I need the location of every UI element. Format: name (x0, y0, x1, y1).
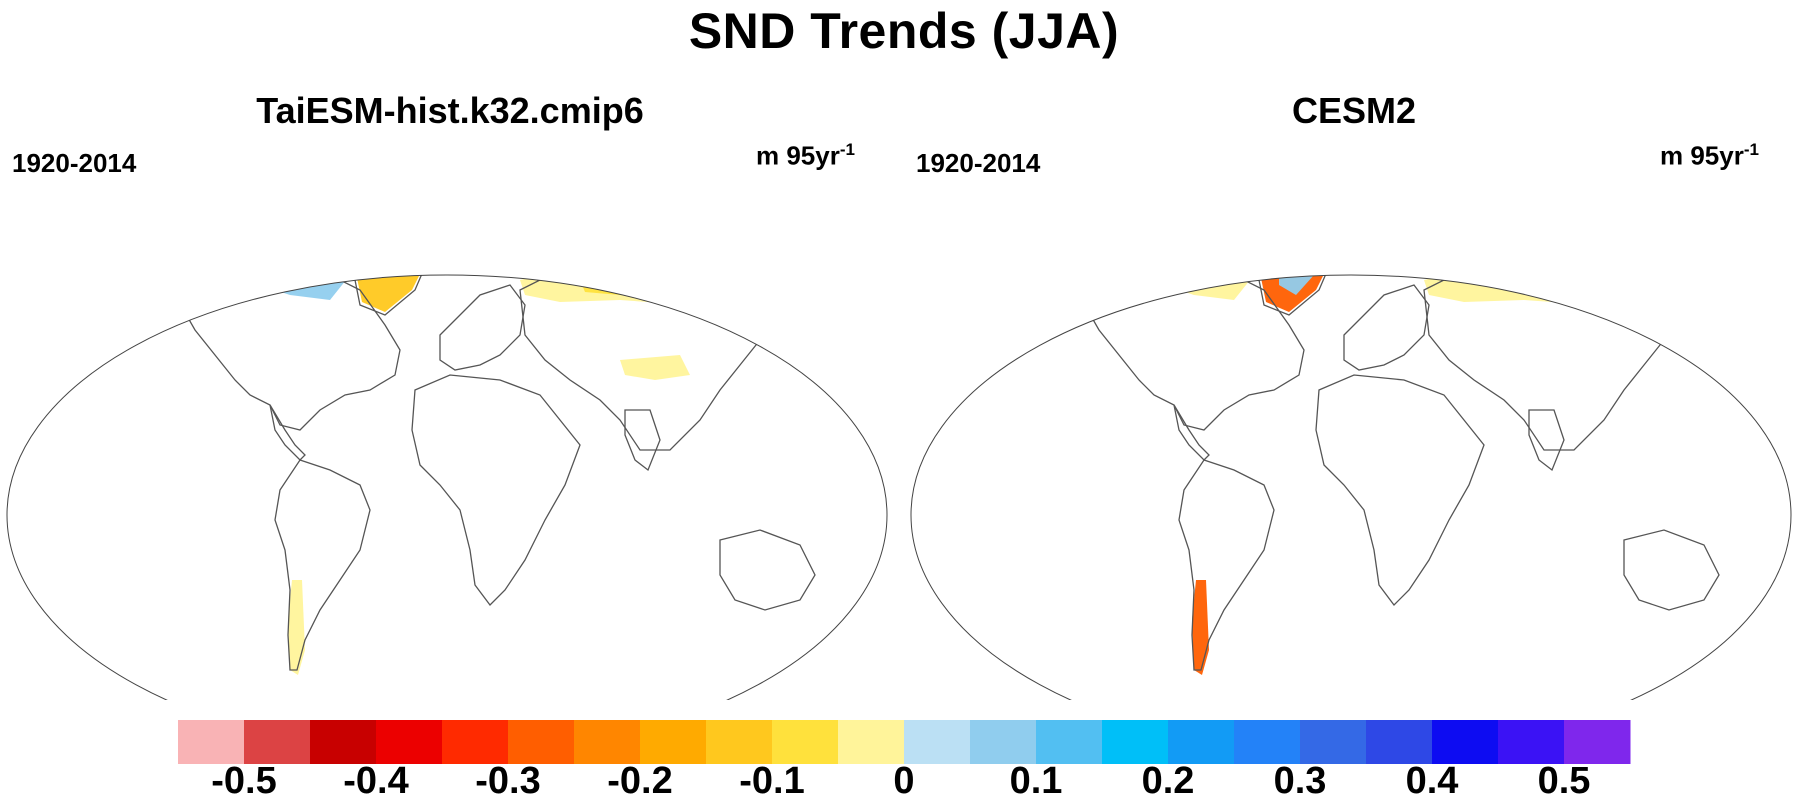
map-panel-taiesm: TaiESM-hist.k32.cmip6 1920-2014 m 95yr-1 (0, 90, 904, 700)
map-outline (910, 274, 1792, 700)
snow-patch-siberia-core (580, 276, 660, 295)
colorbar-swatch (376, 720, 443, 764)
colorbar-swatch (1102, 720, 1169, 764)
colorbar-tick-label: 0.1 (1009, 760, 1063, 802)
panel-title: CESM2 (1291, 90, 1417, 131)
colorbar-swatch (310, 720, 377, 764)
snow-patch-andes (288, 580, 305, 675)
colorbar-tick-label: 0.5 (1537, 760, 1591, 802)
colorbar-tick-label: 0 (893, 760, 915, 802)
colorbar-tick-label: -0.1 (739, 760, 805, 802)
colorbar-swatch (640, 720, 707, 764)
panel-period: 1920-2014 (916, 148, 1041, 178)
colorbar-swatch (1168, 720, 1235, 764)
snow-patch-siberia-blue (1504, 275, 1574, 288)
colorbar-tick-label: -0.2 (607, 760, 673, 802)
coastlines (173, 275, 816, 671)
panel-units: m 95yr-1 (1660, 140, 1759, 171)
colorbar-swatch (904, 720, 971, 764)
snow-trend-patches (1064, 242, 1649, 675)
snow-patch-canada-islands (1154, 242, 1234, 265)
map-panel-cesm2: CESM2 1920-2014 m 95yr-1 (904, 90, 1808, 700)
colorbar-swatch (1432, 720, 1499, 764)
snow-patch-alaska (1064, 275, 1134, 305)
snow-patch-alaska (160, 275, 230, 305)
colorbar-tick-label: 0.3 (1273, 760, 1327, 802)
colorbar-swatch (1498, 720, 1565, 764)
colorbar-swatch (1234, 720, 1301, 764)
colorbar-swatch (442, 720, 509, 764)
coastlines (1077, 275, 1720, 671)
colorbar-swatch (772, 720, 839, 764)
colorbar-tick-label: -0.4 (343, 760, 409, 802)
snow-patch-andes (1192, 580, 1209, 675)
colorbar-swatch (1366, 720, 1433, 764)
colorbar-swatch (1300, 720, 1367, 764)
colorbar-swatch (244, 720, 311, 764)
colorbar-swatch (838, 720, 905, 764)
snow-trend-patches (160, 240, 745, 675)
colorbar-tick-label: 0.2 (1141, 760, 1195, 802)
colorbar-swatch (178, 720, 245, 764)
colorbar-swatch (706, 720, 773, 764)
colorbar-swatch (1036, 720, 1103, 764)
panel-period: 1920-2014 (12, 148, 137, 178)
colorbar-swatch (1564, 720, 1631, 764)
colorbar-labels: -0.5 -0.4 -0.3 -0.2 -0.1 0 0.1 0.2 0.3 0.4 0.5 (0, 760, 1808, 803)
snow-patch-greenland-edge (352, 240, 422, 260)
map-outline (6, 274, 888, 700)
panel-title: TaiESM-hist.k32.cmip6 (256, 90, 644, 131)
colorbar-tick-label: 0.4 (1405, 760, 1459, 802)
colorbar-swatch (508, 720, 575, 764)
snow-patch-canada-arctic (1154, 275, 1254, 300)
snow-patch-tibet (620, 355, 690, 380)
panel-units: m 95yr-1 (756, 140, 855, 171)
colorbar-swatch (970, 720, 1037, 764)
map-taiesm (6, 240, 888, 700)
map-cesm2 (910, 242, 1792, 700)
colorbar (178, 720, 1631, 764)
colorbar-tick-label: -0.5 (211, 760, 277, 802)
snow-patch-canada-arctic (250, 275, 350, 300)
snow-patch-greenland-core (1279, 275, 1314, 295)
colorbar-swatch (574, 720, 641, 764)
figure-title: SND Trends (JJA) (688, 3, 1120, 59)
colorbar-tick-label: -0.3 (475, 760, 541, 802)
